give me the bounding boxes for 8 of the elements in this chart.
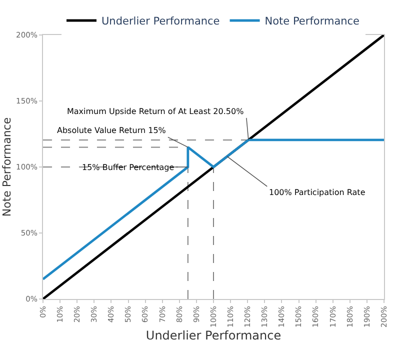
legend-label: Underlier Performance bbox=[102, 16, 220, 28]
annotation: Maximum Upside Return of At Least 20.50% bbox=[67, 107, 244, 116]
annotation: 15% Buffer Percentage bbox=[82, 163, 174, 172]
x-axis-title: Underlier Performance bbox=[146, 328, 282, 342]
annotation: 100% Participation Rate bbox=[269, 188, 366, 197]
annotation: Absolute Value Return 15% bbox=[57, 126, 166, 135]
y-axis-title: Note Performance bbox=[0, 117, 14, 217]
legend-label: Note Performance bbox=[264, 16, 360, 28]
